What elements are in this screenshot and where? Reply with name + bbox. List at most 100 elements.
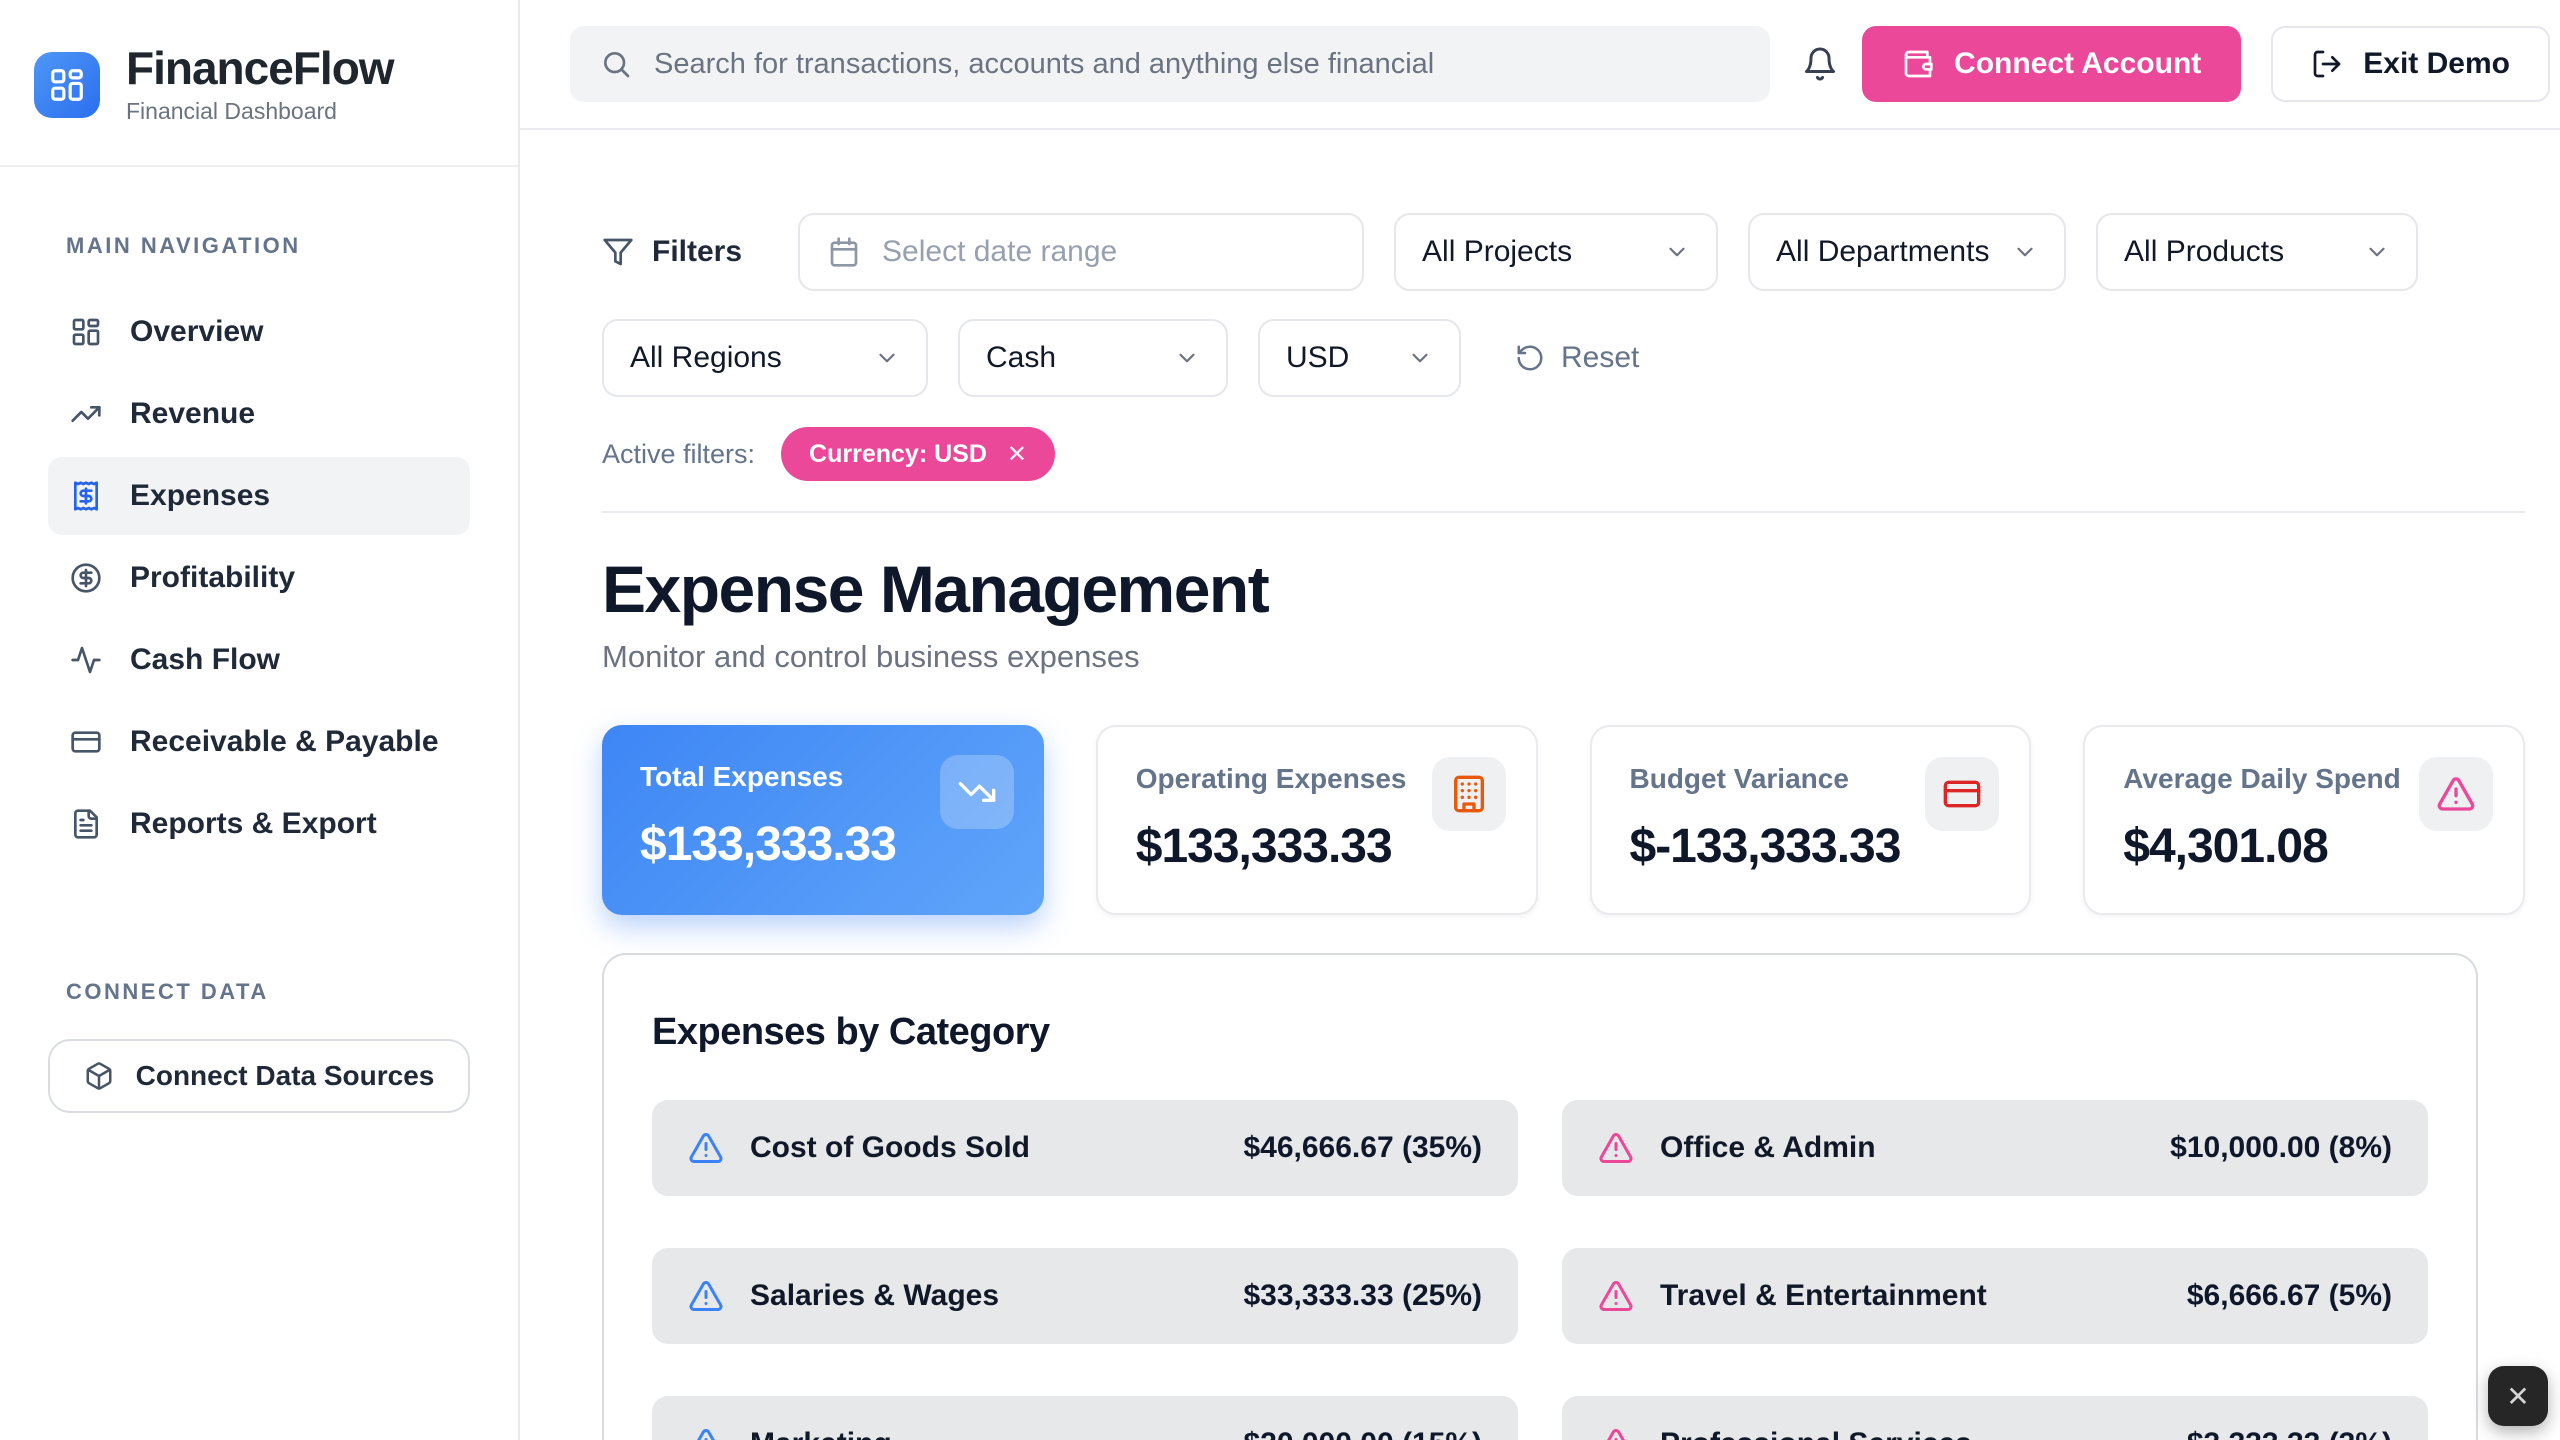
rotate-ccw-icon [1517,345,1543,371]
sidebar-item-expenses[interactable]: Expenses [48,457,470,536]
wallet-icon [1904,50,1933,78]
stat-label: Budget Variance [1629,763,1849,794]
stat-cards: Total Expenses $133,333.33 Operating Exp… [602,725,2525,915]
page-title: Expense Management [602,552,1270,626]
filters-row-2: All Regions Cash USD Reset [602,319,2525,397]
filters-header: Filters [602,235,742,269]
sidebar-item-overview[interactable]: Overview [48,293,470,371]
sidebar-item-profitability[interactable]: Profitability [48,539,470,617]
filter-funnel-icon [603,238,633,266]
nav-section-label: MAIN NAVIGATION [66,233,301,259]
category-row-cost-of-goods-sold: Cost of Goods Sold $46,666.67 (35%) [652,1100,1518,1196]
main-area: Connect Account Exit Demo Filters All [520,0,2560,1440]
connect-account-label: Connect Account [1954,47,2202,80]
chevron-down-icon [2017,247,2033,257]
chip-remove-icon[interactable]: ✕ [1006,440,1027,468]
date-range-field[interactable] [882,235,1335,269]
category-name: Marketing [750,1427,1217,1440]
logout-icon [2313,50,2341,78]
regions-select[interactable]: All Regions [602,319,928,397]
stat-label: Operating Expenses [1135,763,1407,794]
category-name: Salaries & Wages [750,1279,1000,1312]
filters-row-1: Filters All Projects All Departments All… [602,213,2525,291]
chevron-down-icon [1669,247,1685,257]
alert-triangle-icon [2419,757,2493,831]
category-name: Cost of Goods Sold [750,1131,1030,1164]
filters-label: Filters [652,235,743,268]
sidebar-item-label: Receivable & Payable [130,725,439,759]
category-amount: $6,666.67 (5%) [2186,1279,2392,1312]
brand-tagline: Financial Dashboard [126,98,337,125]
currency-select[interactable]: USD [1258,319,1461,397]
search-icon [604,52,630,78]
stat-card-average-daily-spend[interactable]: Average Daily Spend $4,301.08 [2083,725,2525,915]
brand-name: FinanceFlow [126,42,395,94]
alert-triangle-icon [697,1429,715,1440]
close-overlay-button[interactable]: ✕ [2488,1366,2548,1426]
file-text-icon [70,808,102,840]
category-name: Office & Admin [1660,1131,1876,1164]
notifications-button[interactable] [1802,46,1838,82]
stat-value: $-133,333.33 [1629,820,1902,873]
date-range-input[interactable] [798,213,1365,291]
sidebar-item-label: Cash Flow [130,643,281,677]
category-row-office-admin: Office & Admin $10,000.00 (8%) [1562,1100,2428,1196]
credit-card-icon [1925,757,2000,831]
departments-select[interactable]: All Departments [1748,213,2067,291]
accounting-basis-select[interactable]: Cash [958,319,1228,397]
stat-value: $4,301.08 [2123,820,2329,873]
connect-data-sources-button[interactable]: Connect Data Sources [48,1039,470,1114]
category-amount: $20,000.00 (15%) [1243,1427,1482,1440]
currency-filter-chip[interactable]: Currency: USD ✕ [781,427,1055,481]
stat-label: Average Daily Spend [2123,763,2401,794]
connect-account-button[interactable]: Connect Account [1862,26,2242,102]
category-section-title: Expenses by Category [652,1011,1050,1053]
stat-value: $133,333.33 [640,818,897,871]
category-name: Travel & Entertainment [1660,1279,1987,1312]
chevron-down-icon [2369,247,2385,257]
category-amount: $10,000.00 (8%) [2170,1131,2392,1164]
category-row-travel-entertainment: Travel & Entertainment $6,666.67 (5%) [1562,1248,2428,1344]
chevron-down-icon [1412,353,1428,363]
products-select[interactable]: All Products [2096,213,2419,291]
trending-up-icon [70,398,102,430]
sidebar-item-label: Expenses [130,479,271,513]
sidebar-item-label: Profitability [130,561,296,595]
stat-card-budget-variance[interactable]: Budget Variance $-133,333.33 [1589,725,2032,915]
category-name: Professional Services [1660,1427,2161,1440]
alert-triangle-icon [1607,1429,1625,1440]
main-navigation: Overview Revenue Expenses Profitability … [48,293,470,867]
sidebar-item-reports-export[interactable]: Reports & Export [48,785,470,863]
sidebar-item-revenue[interactable]: Revenue [48,375,470,453]
dashboard-icon [70,316,102,348]
projects-select[interactable]: All Projects [1394,213,1719,291]
content: Filters All Projects All Departments All… [520,130,2560,1440]
topbar: Connect Account Exit Demo [520,0,2560,130]
reset-label: Reset [1561,341,1640,374]
connect-data-sources-label: Connect Data Sources [135,1060,435,1092]
search-box[interactable] [570,26,1770,102]
calendar-icon [830,237,858,267]
dollar-circle-icon [70,562,102,594]
stat-card-total-expenses[interactable]: Total Expenses $133,333.33 [602,725,1044,915]
category-grid: Cost of Goods Sold $46,666.67 (35%) Offi… [652,1100,2428,1440]
sidebar-item-label: Revenue [130,397,256,431]
receipt-icon [70,480,102,512]
credit-card-icon [70,726,102,758]
exit-demo-button[interactable]: Exit Demo [2271,26,2550,102]
search-input[interactable] [654,47,1740,81]
stat-card-operating-expenses[interactable]: Operating Expenses $133,333.33 [1095,725,1538,915]
sidebar-item-receivable-payable[interactable]: Receivable & Payable [48,703,470,781]
trending-down-icon [939,755,1014,829]
exit-demo-label: Exit Demo [2363,47,2510,80]
stat-value: $133,333.33 [1135,820,1393,873]
sidebar-item-label: Reports & Export [130,807,377,841]
close-icon: ✕ [2506,1380,2530,1412]
reset-filters-button[interactable]: Reset [1515,341,1639,375]
brand: FinanceFlow Financial Dashboard [0,0,518,168]
active-filters-label: Active filters: [602,438,756,469]
sidebar-item-cash-flow[interactable]: Cash Flow [48,621,470,699]
alert-triangle-icon [689,1281,723,1312]
category-amount: $33,333.33 (25%) [1243,1279,1482,1312]
